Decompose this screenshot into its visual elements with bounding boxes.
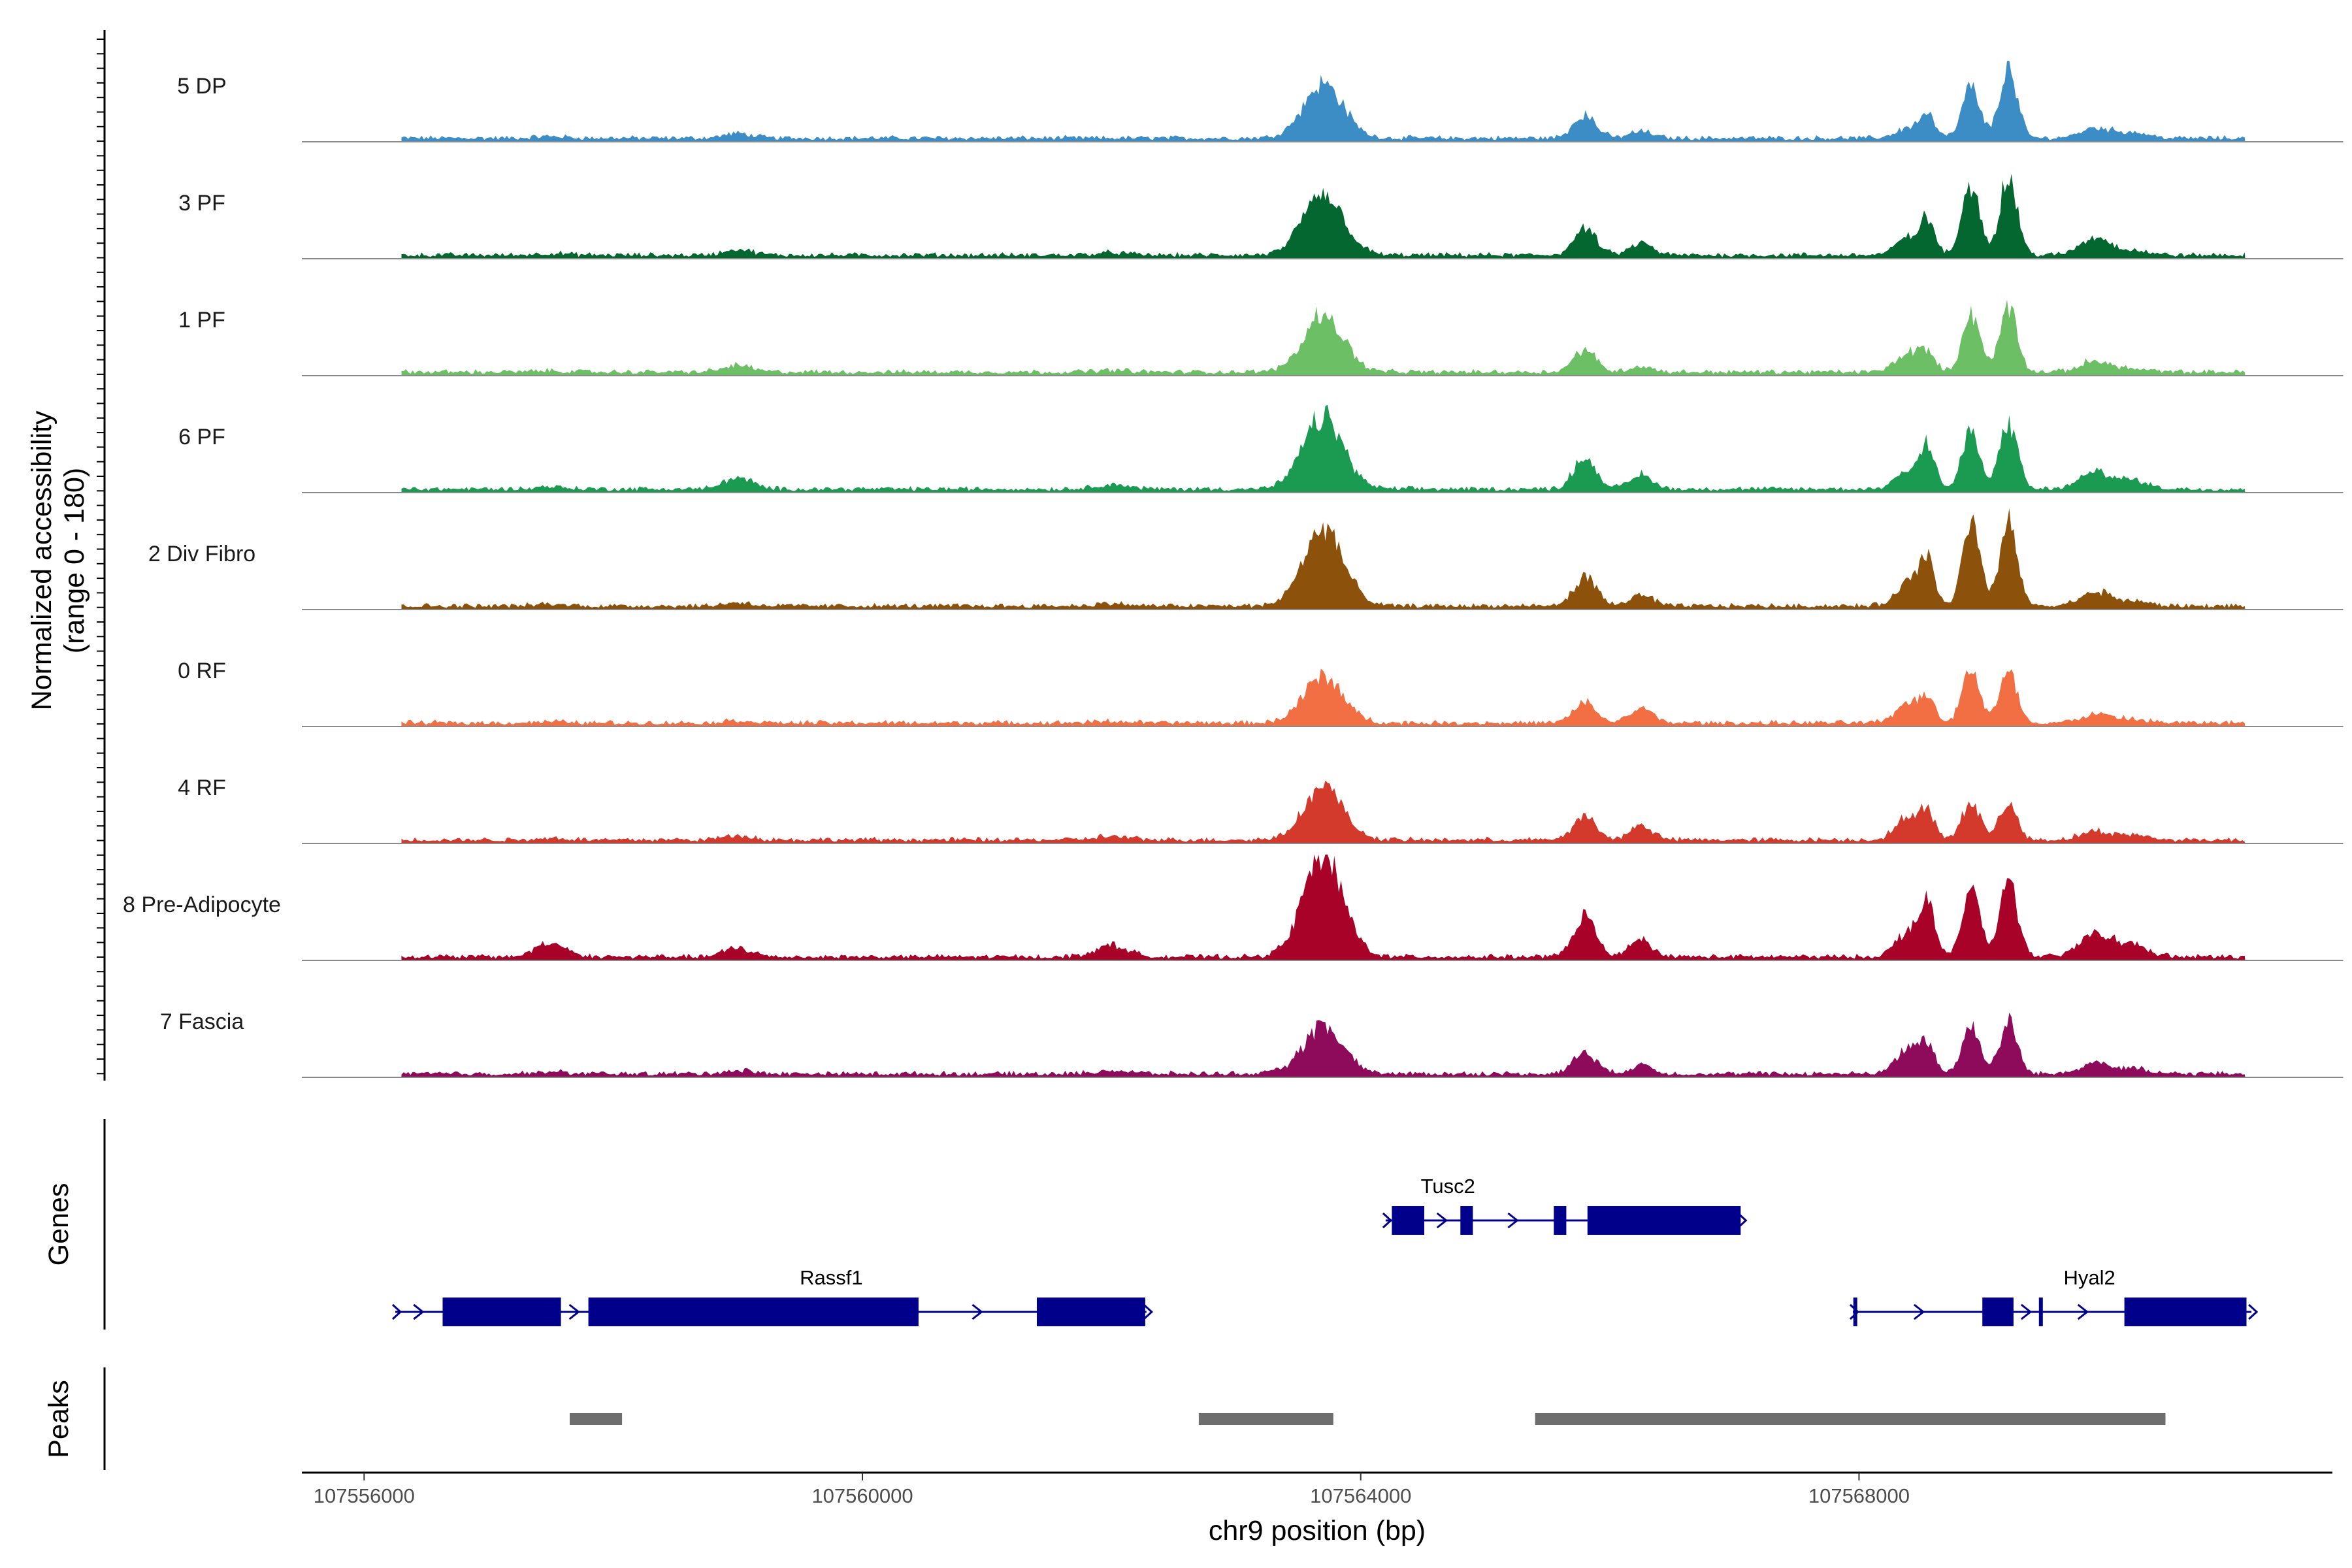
gene-label: Tusc2: [1421, 1175, 1475, 1198]
exon: [1587, 1206, 1741, 1235]
exon: [1392, 1206, 1424, 1235]
strand-chevron: [1507, 1212, 1519, 1229]
strand-chevron: [568, 1303, 581, 1320]
gene-label: Rassf1: [800, 1266, 862, 1289]
track-label: 3 PF: [178, 191, 225, 216]
track-area: [401, 855, 2246, 960]
track-7-fascia: 7 Fascia: [160, 1009, 2344, 1078]
gene-label: Hyal2: [2064, 1266, 2115, 1289]
exon: [1460, 1206, 1473, 1235]
exon: [442, 1298, 561, 1326]
gene-track: Tusc2 Rassf1 Hyal2: [391, 1175, 2259, 1326]
gene-tusc2: Tusc2: [1382, 1175, 1748, 1235]
exon: [1554, 1206, 1567, 1235]
track-area: [401, 174, 2246, 259]
track-label: 2 Div Fibro: [148, 542, 255, 566]
strand-chevron: [1913, 1303, 1925, 1320]
strand-chevron: [1382, 1212, 1393, 1229]
exon: [2038, 1298, 2043, 1326]
strand-chevron: [391, 1303, 402, 1320]
exon: [588, 1298, 919, 1326]
track-1-pf: 1 PF: [178, 299, 2344, 376]
exon: [1037, 1298, 1145, 1326]
exon: [1853, 1298, 1857, 1326]
strand-chevron: [413, 1303, 425, 1320]
track-area: [401, 299, 2246, 376]
track-area: [401, 1012, 2246, 1077]
strand-chevron: [2020, 1303, 2033, 1320]
x-axis-ticks: 107556000 107560000 107564000 107568000: [314, 1473, 1910, 1507]
x-axis-title: chr9 position (bp): [1209, 1515, 1426, 1546]
peaks-title: Peaks: [43, 1380, 74, 1458]
strand-chevron: [972, 1303, 983, 1320]
gene-hyal2: Hyal2: [1849, 1266, 2259, 1326]
track-0-rf: 0 RF: [178, 659, 2344, 727]
track-label: 5 DP: [177, 74, 227, 99]
accessibility-tracks: 5 DP 3 PF 1 PF 6 PF 2 Div Fibro 0 RF 4 RF 8 Pre…: [123, 60, 2344, 1078]
track-4-rf: 4 RF: [178, 776, 2344, 844]
track-area: [401, 668, 2246, 727]
exon: [1982, 1298, 2014, 1326]
genes-title: Genes: [43, 1183, 74, 1266]
track-label: 0 RF: [178, 659, 226, 683]
strand-chevron: [1849, 1303, 1860, 1320]
gene-rassf1: Rassf1: [391, 1266, 1153, 1326]
x-tick-label: 107564000: [1310, 1484, 1411, 1507]
peak-region: [1198, 1413, 1333, 1425]
track-3-pf: 3 PF: [178, 174, 2344, 259]
x-tick-label: 107568000: [1808, 1484, 1910, 1507]
peak-region: [1535, 1413, 2166, 1425]
track-label: 6 PF: [178, 425, 225, 449]
strand-chevron: [1436, 1212, 1448, 1229]
track-label: 1 PF: [178, 308, 225, 333]
peak-track: [570, 1413, 2166, 1425]
strand-chevron: [2077, 1303, 2089, 1320]
track-label: 4 RF: [178, 776, 226, 800]
track-5-dp: 5 DP: [177, 60, 2344, 142]
track-label: 7 Fascia: [160, 1009, 244, 1034]
y-axis-subtitle: (range 0 - 180): [59, 468, 90, 653]
y-axis-ticks: [97, 39, 105, 1075]
track-area: [401, 60, 2246, 142]
track-8-pre-adipocyte: 8 Pre-Adipocyte: [123, 855, 2344, 961]
x-tick-label: 107556000: [314, 1484, 415, 1507]
track-area: [401, 780, 2246, 843]
track-area: [401, 508, 2246, 610]
peak-region: [570, 1413, 623, 1425]
track-2-div-fibro: 2 Div Fibro: [148, 508, 2344, 610]
exon: [2124, 1298, 2247, 1326]
track-6-pf: 6 PF: [178, 404, 2344, 493]
x-tick-label: 107560000: [811, 1484, 913, 1507]
y-axis-title: Normalized accessibility: [26, 410, 57, 710]
track-label: 8 Pre-Adipocyte: [123, 892, 281, 917]
strand-chevron: [1143, 1303, 1153, 1320]
strand-chevron: [2248, 1303, 2259, 1320]
track-area: [401, 404, 2246, 493]
